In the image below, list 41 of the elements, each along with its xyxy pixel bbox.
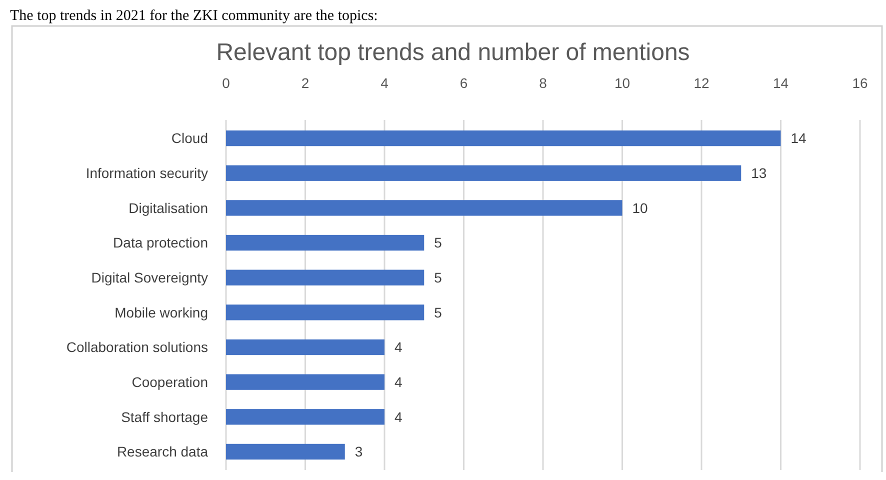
x-tick-label: 14 [772, 75, 789, 91]
y-tick-label: Digital Sovereignty [91, 269, 208, 286]
y-tick-label: Mobile working [114, 304, 208, 320]
chart-title: Relevant top trends and number of mentions [216, 39, 690, 66]
data-label: 13 [751, 165, 767, 182]
data-label: 5 [434, 234, 442, 251]
y-tick-label: Cloud [171, 130, 208, 146]
text: The top trends in 2021 for the ZKI community are the topics: [10, 8, 378, 24]
data-label: 14 [790, 130, 807, 146]
y-tick-label: Staff shortage [121, 408, 208, 425]
data-label: 3 [354, 444, 363, 460]
bar [226, 339, 384, 356]
x-tick-label: 2 [301, 75, 310, 91]
y-tick-label: Data protection [113, 234, 208, 251]
bar [226, 444, 345, 460]
data-label: 10 [632, 200, 648, 216]
x-tick-label: 4 [380, 75, 389, 91]
x-tick-label: 16 [852, 75, 868, 91]
x-tick-label: 0 [222, 75, 230, 91]
bar [226, 270, 424, 286]
y-tick-label: Digitalisation [128, 200, 208, 216]
y-tick-label: Collaboration solutions [66, 339, 208, 356]
x-tick-label: 6 [460, 75, 468, 91]
bar [226, 200, 622, 216]
bar [226, 409, 384, 425]
data-label: 5 [434, 304, 442, 320]
y-tick-label: Information security [86, 165, 208, 182]
y-tick-label: Cooperation [132, 374, 208, 390]
data-label: 5 [434, 269, 442, 286]
bar [226, 165, 742, 181]
x-tick-label: 8 [539, 75, 548, 91]
bar [226, 304, 424, 320]
data-label: 4 [394, 408, 402, 425]
data-label: 4 [394, 339, 402, 356]
bar [226, 130, 781, 146]
x-tick-label: 12 [694, 75, 710, 91]
bar [226, 374, 384, 390]
x-tick-label: 10 [614, 75, 630, 91]
bar [226, 234, 424, 251]
y-tick-label: Research data [116, 444, 208, 460]
data-label: 4 [394, 374, 402, 390]
